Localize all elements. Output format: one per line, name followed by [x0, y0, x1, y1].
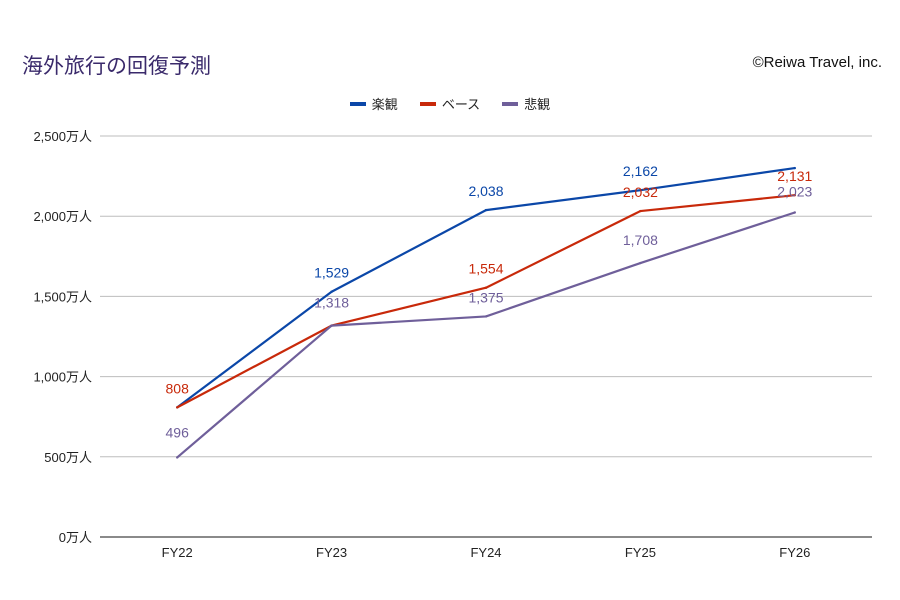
y-tick-label: 2,000万人 [33, 209, 92, 224]
data-label: 808 [166, 380, 190, 396]
data-label: 496 [166, 424, 190, 440]
data-point [793, 193, 796, 197]
legend: 楽観 ベース 悲観 [0, 94, 900, 113]
data-labels: 1,529 2,038 2,162 808 1,554 2,032 2,131 496 1,31… [166, 163, 813, 440]
legend-label-pessimistic: 悲観 [524, 98, 551, 113]
data-label: 1,529 [314, 265, 349, 281]
data-label: 2,131 [777, 168, 812, 184]
data-point [484, 208, 488, 212]
data-point [793, 166, 796, 170]
data-label: 1,318 [314, 295, 349, 311]
data-label: 2,162 [623, 163, 658, 179]
data-label: 2,032 [623, 184, 658, 200]
legend-label-base: ベース [441, 98, 481, 113]
y-tick-label: 1,500万人 [33, 289, 92, 304]
grid-layer [100, 135, 872, 538]
data-point [639, 189, 642, 192]
legend-swatch-optimistic [349, 101, 366, 106]
data-label: 2,023 [777, 184, 812, 200]
x-tick-label: FY23 [316, 545, 347, 560]
x-axis-ticks: FY22 FY23 FY24 FY25 FY26 [162, 545, 811, 560]
legend-label-optimistic: 楽観 [371, 98, 398, 113]
chart-title: 海外旅行の回復予測 [22, 54, 211, 78]
y-tick-label: 0万人 [59, 530, 92, 545]
data-point [793, 211, 796, 214]
legend-swatch-pessimistic [502, 101, 519, 106]
series-line-2 [176, 211, 796, 459]
data-point [639, 261, 642, 265]
y-tick-label: 500万人 [44, 450, 92, 465]
data-point [176, 456, 179, 459]
x-tick-label: FY25 [625, 545, 656, 560]
data-point [484, 315, 488, 318]
y-tick-label: 2,500万人 [33, 129, 92, 144]
data-label: 1,708 [623, 232, 658, 248]
legend-item-optimistic: 楽観 [349, 94, 398, 113]
data-point [639, 209, 642, 213]
credit-text: ©Reiwa Travel, inc. [752, 54, 882, 71]
data-point [484, 286, 488, 289]
data-label: 2,038 [468, 183, 503, 199]
legend-swatch-base [419, 101, 436, 106]
x-tick-label: FY22 [162, 545, 193, 560]
data-point [330, 290, 333, 293]
legend-item-base: ベース [419, 94, 481, 113]
data-label: 1,375 [468, 289, 503, 305]
data-point [176, 406, 179, 409]
x-tick-label: FY24 [470, 545, 501, 560]
data-point [330, 324, 333, 327]
data-label: 1,554 [468, 261, 503, 277]
y-axis-ticks: 0万人 500万人 1,000万人 1,500万人 2,000万人 2,500万人 [33, 129, 92, 545]
legend-item-pessimistic: 悲観 [502, 94, 550, 113]
y-tick-label: 1,000万人 [33, 370, 92, 385]
series-lines [176, 166, 796, 459]
x-tick-label: FY26 [779, 545, 810, 560]
